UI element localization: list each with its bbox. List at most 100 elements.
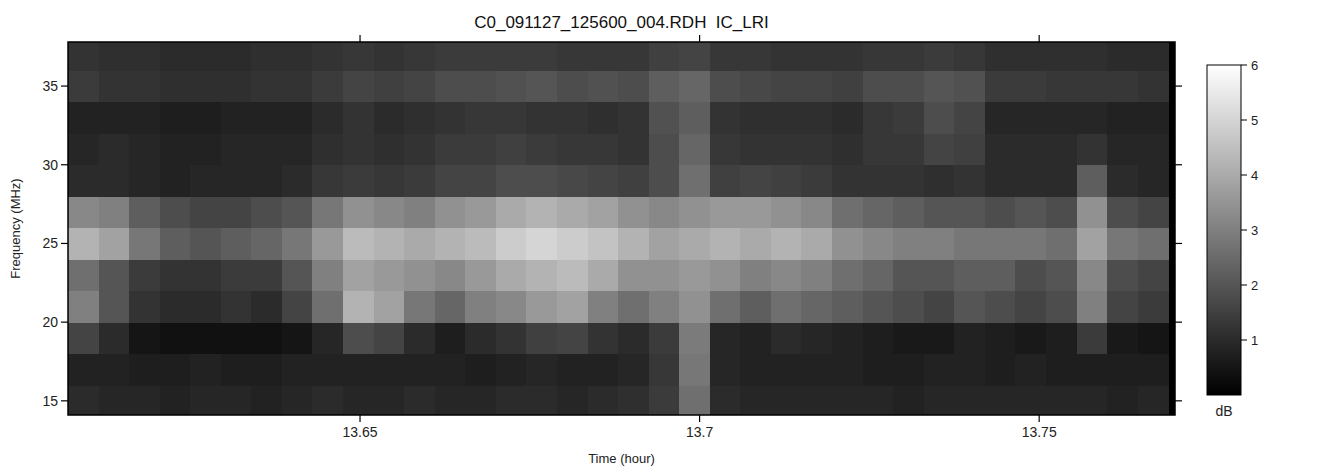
cell	[526, 354, 557, 386]
cell	[251, 291, 282, 323]
cell	[710, 196, 741, 228]
y-tick	[61, 322, 68, 323]
cell	[557, 102, 588, 134]
cell	[618, 322, 649, 354]
y-tick	[61, 243, 68, 244]
cell	[496, 165, 527, 197]
cell	[1107, 385, 1138, 415]
cell	[221, 228, 252, 260]
cell	[1015, 42, 1046, 71]
cell	[985, 291, 1016, 323]
cell	[129, 102, 160, 134]
cell	[129, 354, 160, 386]
cell	[893, 385, 924, 415]
cell	[618, 354, 649, 386]
cell	[1077, 133, 1108, 165]
cell	[588, 196, 619, 228]
cell	[801, 196, 832, 228]
cell	[1015, 196, 1046, 228]
cell	[740, 291, 771, 323]
cell	[679, 322, 710, 354]
cell	[312, 70, 343, 102]
cell	[649, 133, 680, 165]
cell	[343, 70, 374, 102]
cell	[801, 70, 832, 102]
cell	[740, 259, 771, 291]
cell	[954, 196, 985, 228]
cell	[282, 228, 313, 260]
colorbar-tick	[1241, 175, 1247, 176]
cell	[374, 385, 405, 415]
cell	[190, 259, 221, 291]
cell	[740, 42, 771, 71]
cell	[954, 354, 985, 386]
cell	[68, 42, 99, 71]
cell	[588, 133, 619, 165]
cell	[99, 70, 130, 102]
cell	[68, 70, 99, 102]
cell	[374, 259, 405, 291]
chart: 13.6513.713.751520253035C0_091127_125600…	[0, 0, 1317, 474]
cell	[985, 354, 1016, 386]
cell	[435, 291, 466, 323]
cell	[893, 259, 924, 291]
cell	[374, 165, 405, 197]
cell	[68, 228, 99, 260]
cell	[1077, 385, 1108, 415]
cell	[954, 322, 985, 354]
cell	[251, 322, 282, 354]
cell	[924, 228, 955, 260]
cell	[1107, 70, 1138, 102]
cell	[649, 322, 680, 354]
colorbar-tick	[1241, 65, 1247, 66]
cell	[924, 354, 955, 386]
cell	[801, 228, 832, 260]
cell	[1077, 291, 1108, 323]
cell	[251, 42, 282, 71]
colorbar-tick-label: 3	[1251, 223, 1258, 238]
cell	[465, 291, 496, 323]
cell	[588, 354, 619, 386]
cell	[465, 228, 496, 260]
cell	[832, 228, 863, 260]
cell	[924, 102, 955, 134]
cell	[893, 322, 924, 354]
cell	[160, 102, 191, 134]
cell	[496, 102, 527, 134]
cell	[801, 42, 832, 71]
cell	[1046, 165, 1077, 197]
cell	[435, 385, 466, 415]
cell	[954, 291, 985, 323]
cell	[588, 165, 619, 197]
cell	[160, 228, 191, 260]
cell	[312, 196, 343, 228]
cell	[312, 42, 343, 71]
cell	[374, 196, 405, 228]
cell	[771, 322, 802, 354]
cell	[129, 196, 160, 228]
cell	[832, 291, 863, 323]
y-tick	[61, 85, 68, 86]
cell	[404, 165, 435, 197]
cell	[160, 259, 191, 291]
cell	[343, 133, 374, 165]
cell	[649, 196, 680, 228]
cell	[1015, 70, 1046, 102]
cell	[771, 42, 802, 71]
cell	[557, 322, 588, 354]
cell	[985, 70, 1016, 102]
cell	[251, 196, 282, 228]
cell	[557, 385, 588, 415]
colorbar-label: dB	[1215, 403, 1232, 419]
cell	[801, 165, 832, 197]
cell	[190, 385, 221, 415]
cell	[496, 196, 527, 228]
cell	[1138, 165, 1169, 197]
cell	[1046, 354, 1077, 386]
cell	[99, 259, 130, 291]
cell	[129, 385, 160, 415]
cell	[679, 133, 710, 165]
plot-background	[68, 42, 1175, 415]
cell	[985, 259, 1016, 291]
cell	[1138, 228, 1169, 260]
